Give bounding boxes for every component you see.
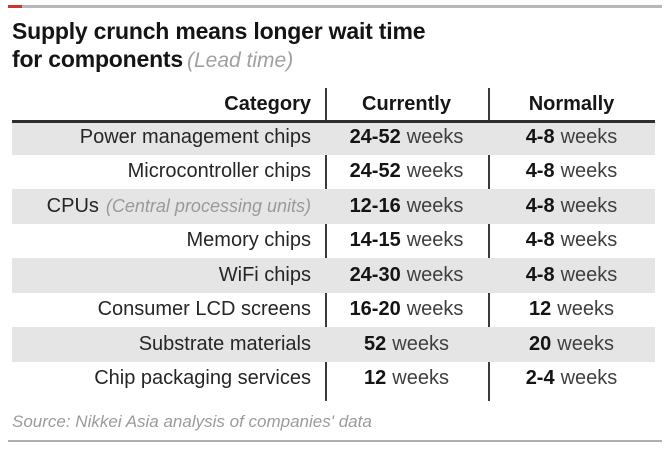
normally-cell: 2-4 weeks <box>488 367 655 390</box>
normally-cell: 4-8 weeks <box>488 264 655 287</box>
currently-cell: 12-16 weeks <box>325 195 488 218</box>
source-attribution: Source: Nikkei Asia analysis of companie… <box>12 412 372 431</box>
normally-unit: weeks <box>557 332 614 355</box>
normally-cell: 4-8 weeks <box>488 229 655 252</box>
category-label: Chip packaging services <box>94 367 311 390</box>
currently-cell: 12 weeks <box>325 367 488 390</box>
currently-cell: 24-52 weeks <box>325 160 488 183</box>
currently-unit: weeks <box>406 229 464 252</box>
top-rule <box>8 5 662 8</box>
currently-unit: weeks <box>406 125 464 148</box>
category-cell: Substrate materials <box>12 333 325 356</box>
normally-unit: weeks <box>560 125 618 148</box>
bottom-rule <box>8 440 662 442</box>
column-divider-2 <box>488 88 490 401</box>
category-label: Consumer LCD screens <box>97 298 311 321</box>
normally-value: 4-8 <box>525 125 555 148</box>
normally-value: 4-8 <box>525 194 555 217</box>
normally-value: 4-8 <box>525 263 555 286</box>
title-lead-time-note: (Lead time) <box>186 49 294 72</box>
normally-cell: 4-8 weeks <box>488 195 655 218</box>
category-label: Memory chips <box>186 229 311 252</box>
normally-unit: weeks <box>560 263 618 286</box>
category-cell: Consumer LCD screens <box>12 298 325 321</box>
category-label: CPUs <box>46 194 99 217</box>
category-cell: CPUs (Central processing units) <box>12 195 325 218</box>
currently-unit: weeks <box>406 263 464 286</box>
normally-value: 4-8 <box>525 229 555 252</box>
currently-unit: weeks <box>392 367 449 390</box>
category-label: Microcontroller chips <box>127 160 311 183</box>
table-row-consumer-lcd-screens: Consumer LCD screens 16-20 weeks 12 weeks <box>12 293 655 328</box>
header-underline <box>12 120 655 123</box>
category-cell: Chip packaging services <box>12 367 325 390</box>
currently-value: 24-52 <box>349 125 401 148</box>
currently-value: 16-20 <box>349 298 401 321</box>
category-cell: Power management chips <box>12 126 325 149</box>
currently-unit: weeks <box>406 194 464 217</box>
table-row-cpus: CPUs (Central processing units) 12-16 week… <box>12 189 655 224</box>
currently-value: 24-52 <box>349 160 401 183</box>
normally-unit: weeks <box>560 160 618 183</box>
currently-value: 24-30 <box>349 263 401 286</box>
currently-value: 12-16 <box>349 194 401 217</box>
table-row-wifi-chips: WiFi chips 24-30 weeks 4-8 weeks <box>12 258 655 293</box>
header-currently: Currently <box>362 92 451 115</box>
table-row-chip-packaging-services: Chip packaging services 12 weeks 2-4 weeks <box>12 362 655 397</box>
chart-title: Supply crunch means longer wait time for… <box>12 17 652 75</box>
header-category: Category <box>224 92 311 115</box>
currently-unit: weeks <box>406 160 464 183</box>
title-line-2: for components (Lead time) <box>12 45 652 75</box>
table-row-substrate-materials: Substrate materials 52 weeks 20 weeks <box>12 327 655 362</box>
normally-cell: 4-8 weeks <box>488 126 655 149</box>
normally-unit: weeks <box>560 194 618 217</box>
currently-cell: 14-15 weeks <box>325 229 488 252</box>
currently-cell: 24-30 weeks <box>325 264 488 287</box>
category-cell: Memory chips <box>12 229 325 252</box>
header-normally: Normally <box>528 92 615 115</box>
normally-value: 2-4 <box>525 367 555 390</box>
table-row-microcontroller-chips: Microcontroller chips 24-52 weeks 4-8 week… <box>12 155 655 190</box>
normally-cell: 20 weeks <box>488 333 655 356</box>
category-cell: Microcontroller chips <box>12 160 325 183</box>
category-label: Power management chips <box>79 125 311 148</box>
table-header-row: Category Currently Normally <box>12 88 655 120</box>
category-note: (Central processing units) <box>105 195 311 216</box>
currently-value: 14-15 <box>349 229 401 252</box>
normally-value: 12 <box>529 298 552 321</box>
category-cell: WiFi chips <box>12 264 325 287</box>
normally-cell: 4-8 weeks <box>488 160 655 183</box>
normally-unit: weeks <box>560 367 618 390</box>
normally-unit: weeks <box>560 229 618 252</box>
currently-cell: 16-20 weeks <box>325 298 488 321</box>
currently-value: 12 <box>364 367 387 390</box>
table-row-power-management-chips: Power management chips 24-52 weeks 4-8 wee… <box>12 120 655 155</box>
currently-cell: 24-52 weeks <box>325 126 488 149</box>
title-line-1: Supply crunch means longer wait time <box>12 18 426 44</box>
normally-unit: weeks <box>557 298 614 321</box>
normally-cell: 12 weeks <box>488 298 655 321</box>
currently-value: 52 <box>364 332 387 355</box>
red-accent-mark <box>8 5 22 8</box>
normally-value: 4-8 <box>525 160 555 183</box>
normally-value: 20 <box>529 332 552 355</box>
category-label: Substrate materials <box>138 332 311 355</box>
currently-unit: weeks <box>392 332 449 355</box>
title-line-2-text: for components <box>12 46 183 72</box>
column-divider-1 <box>325 88 327 401</box>
currently-unit: weeks <box>406 298 464 321</box>
currently-cell: 52 weeks <box>325 333 488 356</box>
category-label: WiFi chips <box>218 263 311 286</box>
table-row-memory-chips: Memory chips 14-15 weeks 4-8 weeks <box>12 224 655 259</box>
lead-time-table: Category Currently Normally Power manage… <box>12 88 655 396</box>
